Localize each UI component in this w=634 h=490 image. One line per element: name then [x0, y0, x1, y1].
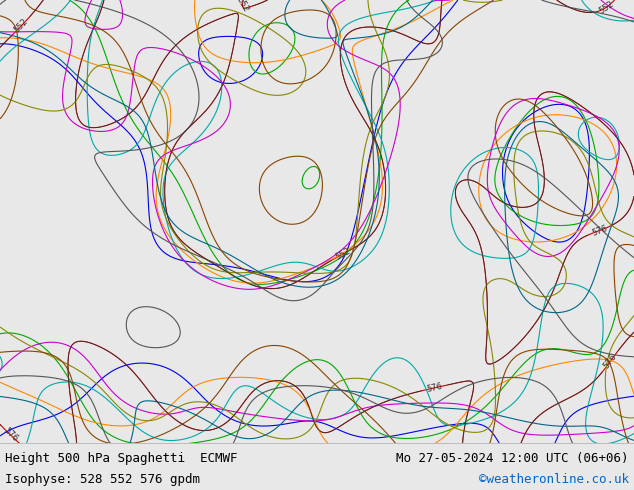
Text: 576: 576: [2, 426, 20, 444]
Text: 576: 576: [591, 223, 609, 238]
Text: 576: 576: [426, 382, 443, 394]
Text: 552: 552: [334, 246, 352, 262]
Text: 552: 552: [597, 0, 616, 15]
Text: 576: 576: [602, 352, 619, 370]
Text: Height 500 hPa Spaghetti  ECMWF: Height 500 hPa Spaghetti ECMWF: [5, 452, 238, 465]
Text: ©weatheronline.co.uk: ©weatheronline.co.uk: [479, 473, 629, 486]
Text: 552: 552: [235, 0, 250, 14]
Text: Mo 27-05-2024 12:00 UTC (06+06): Mo 27-05-2024 12:00 UTC (06+06): [396, 452, 629, 465]
Text: 552: 552: [13, 17, 30, 35]
Text: Isophyse: 528 552 576 gpdm: Isophyse: 528 552 576 gpdm: [5, 473, 200, 486]
